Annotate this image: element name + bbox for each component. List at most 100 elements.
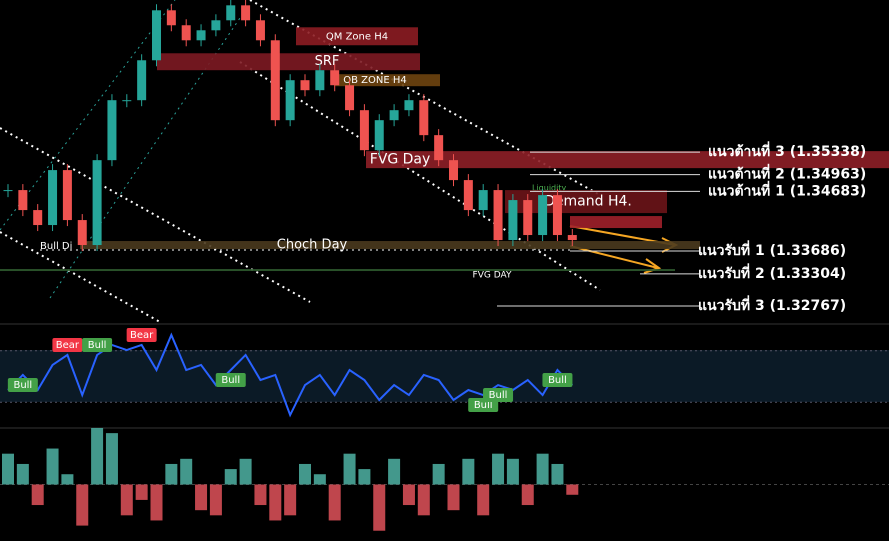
zone	[0, 269, 675, 272]
histogram-bar	[61, 474, 74, 485]
histogram-bar	[432, 463, 445, 485]
histogram-bar	[209, 484, 222, 516]
zone	[296, 27, 418, 46]
histogram-bar	[402, 484, 415, 506]
histogram-bar	[343, 453, 356, 485]
histogram-bar	[284, 484, 297, 516]
candle	[374, 120, 384, 151]
histogram-bar	[46, 448, 59, 485]
candle	[211, 20, 221, 31]
channel-line	[0, 231, 161, 323]
signal-label: Bull	[13, 380, 32, 391]
histogram-bar	[388, 458, 401, 485]
candle	[285, 80, 295, 121]
zone	[366, 151, 889, 169]
level-label: แนวต้านที่ 1 (1.34683)	[708, 180, 866, 199]
zone-label: FVG DAY	[473, 271, 512, 281]
histogram-bar	[91, 428, 104, 485]
level-label: แนวรับที่ 2 (1.33304)	[698, 263, 846, 282]
histogram-bar	[566, 484, 579, 495]
candle	[196, 30, 206, 41]
candle	[77, 220, 87, 246]
signal-label: Bear	[56, 340, 80, 351]
candle	[48, 170, 58, 226]
candle	[226, 5, 236, 21]
histogram-bar	[551, 463, 564, 485]
candle	[270, 40, 280, 121]
candle	[359, 110, 369, 151]
candle	[33, 210, 43, 226]
signal-badge	[52, 337, 83, 352]
candle	[92, 160, 102, 246]
candle	[538, 195, 548, 236]
candle	[181, 25, 191, 41]
candle	[419, 100, 429, 136]
candle	[255, 20, 265, 41]
candle	[449, 160, 458, 181]
signal-badge	[126, 327, 157, 342]
histogram-bar	[2, 453, 14, 485]
zone	[80, 241, 700, 250]
histogram-bar	[299, 463, 311, 485]
zone	[335, 74, 440, 87]
signal-badge	[82, 337, 113, 352]
channel-line	[239, 61, 601, 291]
zone	[570, 216, 662, 229]
candle	[463, 180, 473, 211]
arrow-head	[643, 258, 662, 274]
histogram-bar	[521, 484, 534, 506]
candle	[152, 10, 161, 61]
histogram-bar	[31, 484, 44, 506]
histogram-bar	[417, 484, 430, 516]
candle	[62, 170, 72, 221]
signal-label: Bull	[88, 340, 107, 351]
candle	[3, 190, 13, 192]
arrow	[569, 245, 659, 269]
histogram-bar	[180, 458, 193, 485]
candle	[389, 110, 399, 121]
histogram-bar	[195, 484, 208, 511]
zone	[157, 53, 420, 71]
histogram-bar	[313, 474, 326, 485]
candle	[300, 80, 310, 91]
annotation: Liquidity	[532, 184, 566, 193]
candle	[166, 10, 176, 26]
candle	[567, 235, 577, 241]
signal-badge	[7, 377, 38, 392]
histogram-bar	[269, 484, 282, 521]
zone-label: OB ZONE H4	[343, 75, 407, 86]
candle	[552, 195, 562, 236]
histogram-bar	[239, 458, 252, 485]
candle	[241, 5, 251, 21]
histogram-bar	[105, 433, 118, 485]
signal-badge	[215, 373, 246, 388]
histogram-bar	[506, 458, 519, 485]
annotation: Bull Di	[40, 241, 72, 252]
channel-line	[49, 17, 241, 299]
histogram-bar	[328, 484, 341, 521]
zone-label: Demand H4.	[544, 194, 632, 210]
histogram-bar	[120, 484, 133, 516]
candle	[493, 190, 503, 241]
signal-label: Bull	[474, 400, 493, 411]
candle	[345, 85, 355, 111]
candle	[137, 60, 147, 101]
candle	[330, 70, 340, 86]
candle	[315, 70, 325, 91]
histogram-bar	[76, 484, 89, 526]
candle	[107, 100, 117, 161]
signal-badge	[542, 373, 573, 388]
candle	[404, 100, 414, 111]
candle	[434, 135, 444, 161]
candle	[523, 200, 533, 236]
zone-label: FVG Day	[370, 152, 431, 168]
histogram-bar	[150, 484, 163, 521]
histogram-bar	[358, 469, 371, 485]
channel-line	[0, 0, 176, 231]
histogram-bar	[447, 484, 460, 511]
signal-badge	[483, 388, 514, 403]
level-label: แนวต้านที่ 2 (1.34963)	[708, 164, 866, 183]
histogram-bar	[16, 463, 29, 485]
candle	[18, 190, 28, 211]
